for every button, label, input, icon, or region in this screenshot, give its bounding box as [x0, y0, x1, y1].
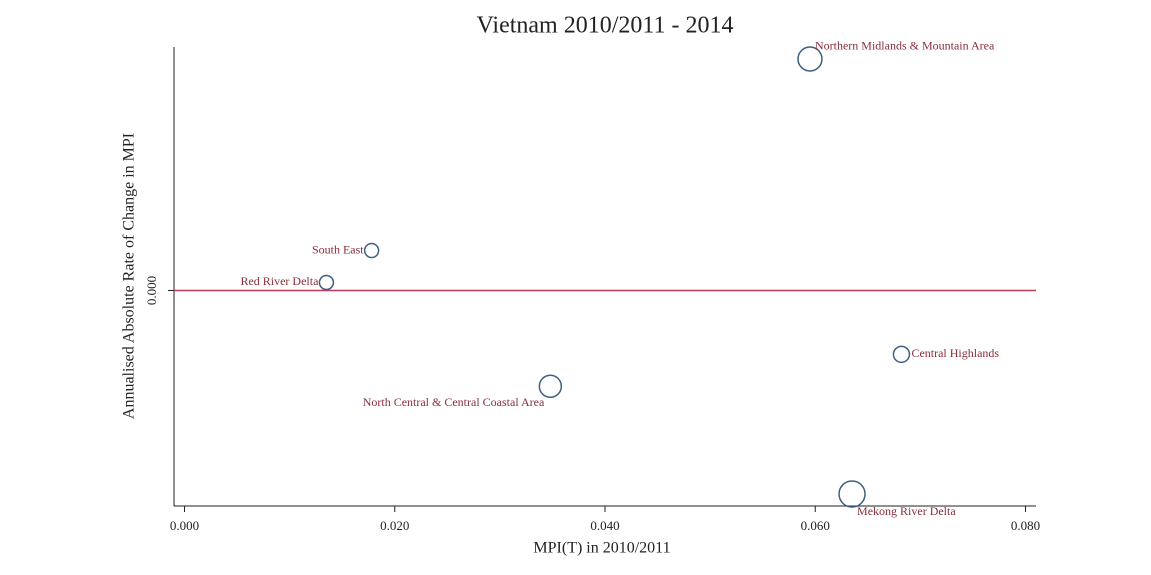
bubble [892, 345, 911, 364]
point-label: North Central & Central Coastal Area [363, 395, 545, 409]
point-label: South East [312, 242, 364, 256]
x-axis-label: MPI(T) in 2010/2011 [533, 540, 670, 557]
x-tick-label: 0.020 [380, 518, 409, 533]
point-label: Mekong River Delta [857, 504, 956, 518]
bubble [363, 242, 380, 259]
bubble [318, 274, 335, 291]
bubble [538, 374, 563, 399]
point-label: Central Highlands [911, 346, 999, 360]
y-axis-label: Annualised Absolute Rate of Change in MP… [121, 133, 138, 419]
bubble [838, 480, 866, 508]
bubble [797, 46, 823, 72]
chart-title: Vietnam 2010/2011 - 2014 [477, 13, 734, 39]
x-tick-label: 0.060 [801, 518, 830, 533]
x-tick-label: 0.000 [170, 518, 199, 533]
x-tick-label: 0.080 [1011, 518, 1040, 533]
point-label: Northern Midlands & Mountain Area [815, 39, 995, 53]
point-label: Red River Delta [240, 274, 319, 288]
y-tick-label: 0.000 [144, 276, 159, 305]
x-tick-label: 0.040 [590, 518, 619, 533]
